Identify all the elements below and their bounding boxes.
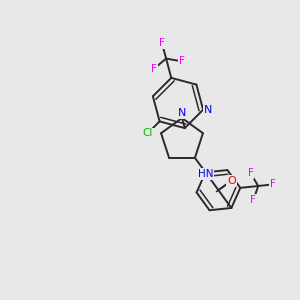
Text: N: N [178, 108, 186, 118]
Text: O: O [227, 176, 236, 186]
Text: F: F [159, 38, 165, 48]
Text: F: F [248, 168, 254, 178]
Text: F: F [151, 64, 157, 74]
Text: F: F [250, 195, 256, 205]
Text: F: F [270, 179, 276, 189]
Text: F: F [179, 56, 185, 66]
Text: HN: HN [198, 169, 213, 179]
Text: Cl: Cl [142, 128, 153, 138]
Text: N: N [204, 105, 212, 115]
